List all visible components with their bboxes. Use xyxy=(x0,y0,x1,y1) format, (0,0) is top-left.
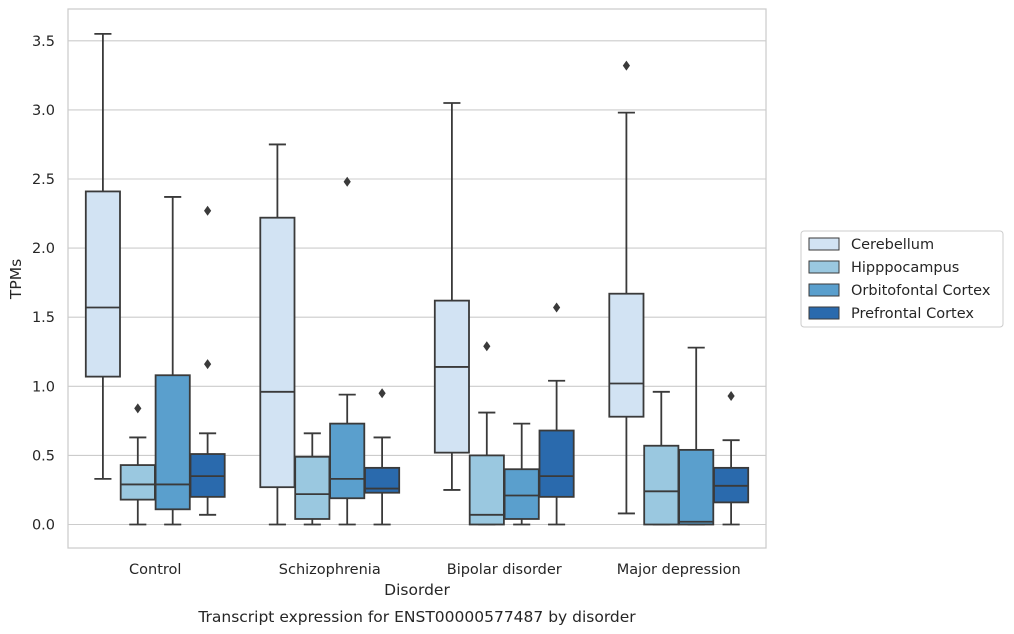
box-2-2 xyxy=(503,422,540,526)
box-iqr xyxy=(433,299,470,454)
box-2-1 xyxy=(329,176,366,526)
legend-label: Prefrontal Cortex xyxy=(851,306,974,322)
y-tick-label: 2.0 xyxy=(32,241,55,257)
box-1-0 xyxy=(119,403,156,526)
y-tick-label: 3.5 xyxy=(32,34,55,50)
box-3-1 xyxy=(364,388,401,526)
legend-swatch xyxy=(808,237,840,251)
legend-swatch xyxy=(808,283,840,297)
outlier-marker xyxy=(727,390,735,401)
box-iqr xyxy=(259,216,296,489)
x-tick-label: Control xyxy=(129,562,181,578)
outlier-marker xyxy=(343,176,351,187)
y-tick-label: 3.0 xyxy=(32,103,55,119)
y-tick-label: 1.5 xyxy=(32,310,55,326)
box-3-3 xyxy=(713,390,750,526)
box-iqr xyxy=(643,444,680,526)
x-tick-label: Schizophrenia xyxy=(279,562,381,578)
legend-frame xyxy=(800,230,1004,328)
x-tick-label: Major depression xyxy=(617,562,741,578)
x-axis-ticks: Control Schizophrenia Bipolar disorder Majo… xyxy=(129,562,741,578)
box-iqr xyxy=(538,429,575,498)
x-tick-label: Bipolar disorder xyxy=(447,562,562,578)
box-1-3 xyxy=(643,390,680,526)
box-2-3 xyxy=(678,346,715,526)
legend: Cerebellum Hipppocampus Orbitofontal Corte… xyxy=(800,230,1004,328)
outlier-marker xyxy=(204,205,212,216)
outlier-marker xyxy=(622,60,630,71)
box-iqr xyxy=(119,464,156,501)
box-0-0 xyxy=(84,32,121,480)
outlier-marker xyxy=(553,302,561,313)
box-3-0 xyxy=(189,205,226,516)
box-3-2 xyxy=(538,302,575,526)
box-iqr xyxy=(503,468,540,520)
box-0-1 xyxy=(259,143,296,526)
legend-swatch xyxy=(808,306,840,320)
plot-frame xyxy=(67,8,767,549)
chart-caption: Transcript expression for ENST0000057748… xyxy=(197,608,636,626)
box-iqr xyxy=(294,455,331,520)
legend-label: Hipppocampus xyxy=(851,260,959,276)
outlier-marker xyxy=(204,359,212,370)
legend-label: Orbitofontal Cortex xyxy=(851,283,991,299)
box-iqr xyxy=(329,422,366,500)
y-tick-label: 1.0 xyxy=(32,379,55,395)
legend-label: Cerebellum xyxy=(851,237,934,253)
box-2-0 xyxy=(154,196,191,526)
x-axis-label: Disorder xyxy=(384,581,450,599)
box-0-3 xyxy=(608,60,645,515)
box-iqr xyxy=(84,190,121,378)
y-axis-ticks: 0.0 0.5 1.0 1.5 2.0 2.5 3.0 3.5 xyxy=(32,34,55,534)
legend-swatch xyxy=(808,260,840,274)
box-0-2 xyxy=(433,102,470,491)
box-plot-area xyxy=(84,32,750,526)
y-tick-label: 2.5 xyxy=(32,172,55,188)
box-1-2 xyxy=(468,341,505,526)
outlier-marker xyxy=(134,403,142,414)
box-iqr xyxy=(154,374,191,511)
outlier-marker xyxy=(483,341,491,352)
y-tick-label: 0.0 xyxy=(32,518,55,534)
y-tick-label: 0.5 xyxy=(32,448,55,464)
box-iqr xyxy=(678,448,715,526)
y-axis-label: TPMs xyxy=(7,259,25,300)
box-iqr xyxy=(608,292,645,418)
outlier-marker xyxy=(378,388,386,399)
box-iqr xyxy=(468,454,505,526)
box-1-1 xyxy=(294,432,331,526)
